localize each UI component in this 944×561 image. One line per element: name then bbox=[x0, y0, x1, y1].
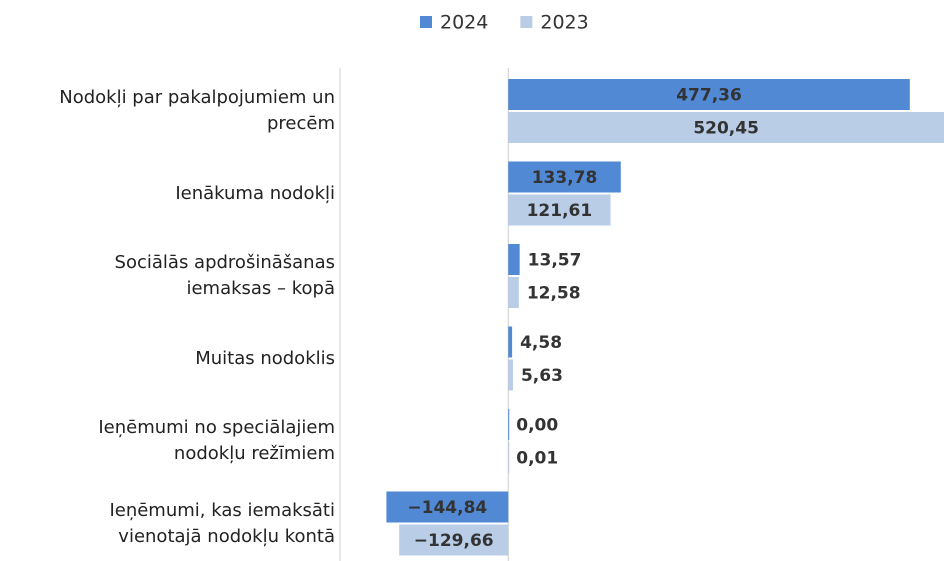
bar bbox=[508, 161, 621, 193]
bar bbox=[386, 491, 509, 523]
value-label: 4,58 bbox=[520, 333, 562, 353]
bar bbox=[508, 112, 944, 143]
bar bbox=[508, 194, 611, 226]
category-label: Sociālās apdrošināšanas iemaksas – kopā bbox=[114, 252, 335, 299]
value-label: 133,78 bbox=[532, 168, 598, 188]
legend-swatch bbox=[520, 16, 533, 28]
category-label: Ienākuma nodokļi bbox=[175, 182, 335, 204]
value-label: −144,84 bbox=[407, 498, 487, 518]
bar bbox=[508, 326, 513, 358]
bar bbox=[508, 442, 510, 473]
value-label: 12,58 bbox=[527, 284, 581, 304]
value-label: 0,01 bbox=[516, 449, 558, 469]
category-label: Nodokļi par pakalpojumiem un precēm bbox=[59, 87, 335, 134]
value-label: 5,63 bbox=[521, 366, 563, 386]
legend-label: 2023 bbox=[540, 12, 588, 34]
value-label: 13,57 bbox=[528, 251, 582, 271]
legend-label: 2024 bbox=[440, 12, 488, 34]
bar bbox=[508, 79, 910, 110]
bar bbox=[508, 409, 510, 440]
value-label: −129,66 bbox=[414, 531, 494, 551]
category-label: Muitas nodoklis bbox=[195, 347, 335, 369]
bar bbox=[508, 277, 519, 308]
category-label: Ieņēmumi, kas iemaksāti vienotajā nodokļ… bbox=[109, 499, 335, 547]
legend-swatch bbox=[420, 16, 432, 28]
category-label: Ieņēmumi no speciālajiem nodokļu režīmie… bbox=[98, 417, 335, 464]
value-label: 121,61 bbox=[527, 201, 593, 221]
value-label: 0,00 bbox=[516, 416, 558, 436]
value-label: 520,45 bbox=[693, 119, 759, 139]
bar bbox=[399, 524, 509, 556]
bar bbox=[508, 244, 520, 275]
value-label: 477,36 bbox=[676, 86, 742, 106]
bar bbox=[508, 359, 513, 391]
